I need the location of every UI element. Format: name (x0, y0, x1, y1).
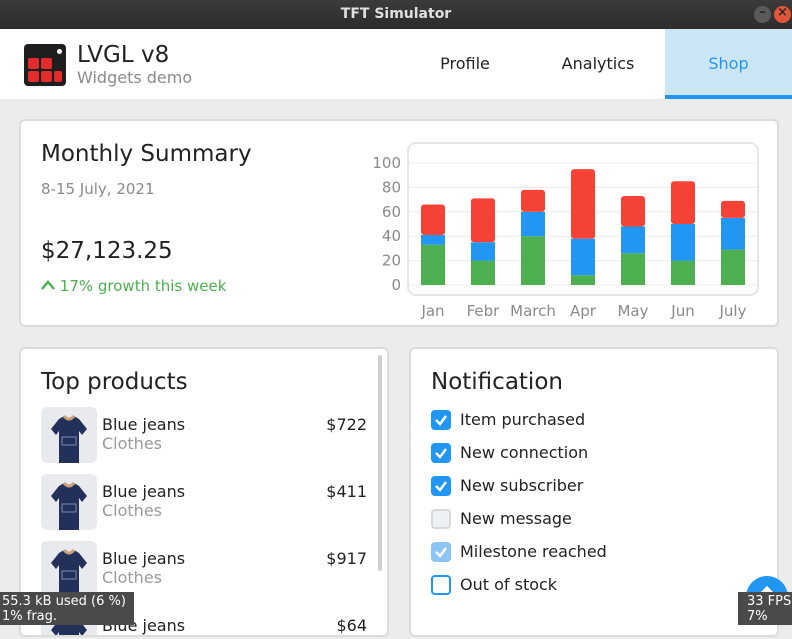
top-products-card: Top products Blue jeans Clothes $722 Blu… (19, 347, 389, 637)
y-tick-label: 60 (382, 203, 401, 221)
window-title: TFT Simulator (340, 6, 452, 22)
chart-bar-segment (421, 234, 445, 245)
close-button[interactable]: × (774, 5, 791, 23)
tab-profile[interactable]: Profile (440, 54, 490, 73)
product-name: Blue jeans (102, 482, 186, 501)
checkbox-label: Out of stock (460, 575, 558, 594)
top-products-title: Top products (41, 369, 188, 395)
x-tick-label: Jan (420, 302, 444, 320)
product-item[interactable]: Blue jeans Clothes $917 (41, 541, 371, 599)
fps-text: 33 FPS (747, 594, 792, 609)
chart-bar-segment (671, 224, 695, 261)
tab-analytics[interactable]: Analytics (561, 54, 635, 73)
x-tick-label: March (510, 302, 556, 320)
tshirt-thumbnail (41, 407, 97, 463)
monthly-summary-chart: 100 80 60 40 20 0 Jan Febr March Apr May Jun July (372, 142, 759, 320)
memory-used-text: 55.3 kB used (6 %) (2, 594, 126, 609)
summary-date-range: 8-15 July, 2021 (41, 180, 155, 198)
x-tick-label: Apr (570, 302, 597, 320)
cpu-text: 7% CPU (747, 609, 774, 639)
minimize-icon: – (759, 5, 766, 20)
product-category: Clothes (102, 434, 162, 453)
product-price: $917 (326, 549, 367, 568)
chart-bar-segment (721, 200, 745, 218)
minimize-button[interactable]: – (754, 5, 771, 23)
chart-bar-segment (521, 211, 545, 237)
growth-indicator: 17% growth this week (41, 277, 226, 295)
growth-text: 17% growth this week (59, 277, 227, 295)
product-price: $722 (326, 415, 367, 434)
monthly-summary-card: Monthly Summary 8-15 July, 2021 $27,123.… (19, 119, 779, 327)
x-tick-label: May (617, 302, 648, 320)
memory-monitor: 55.3 kB used (6 %) 1% frag. (0, 592, 134, 625)
chart-bar-segment (521, 236, 545, 285)
product-category: Clothes (102, 501, 162, 520)
product-price: $411 (326, 482, 367, 501)
chart-bar-segment (621, 226, 645, 254)
checkbox-checked-disabled-icon[interactable] (431, 542, 451, 562)
chart-bar-segment (571, 169, 595, 239)
y-tick-label: 20 (382, 252, 401, 270)
checkbox-label: New connection (460, 443, 589, 462)
checkbox-label: Item purchased (460, 410, 586, 429)
close-icon: × (777, 5, 788, 20)
app-subtitle: Widgets demo (77, 68, 193, 87)
chart-bar-segment (671, 260, 695, 285)
notification-title: Notification (431, 369, 563, 395)
chart-bar-segment (671, 181, 695, 224)
chart-bar-segment (721, 249, 745, 285)
summary-title: Monthly Summary (41, 141, 252, 167)
chart-bar-segment (471, 198, 495, 243)
chart-bar-segment (471, 242, 495, 261)
product-category: Clothes (102, 568, 162, 587)
chart-bar-segment (621, 253, 645, 285)
chart-bar-segment (421, 244, 445, 285)
checkbox-checked-icon[interactable] (431, 410, 451, 430)
checkbox-label: New subscriber (460, 476, 584, 495)
checkbox-checked-icon[interactable] (431, 476, 451, 496)
x-tick-label: Jun (670, 302, 694, 320)
checkbox-label: Milestone reached (460, 542, 607, 561)
chart-bar-segment (521, 189, 545, 212)
memory-frag-text: 1% frag. (2, 609, 58, 624)
chart-bar-segment (571, 238, 595, 276)
y-tick-label: 100 (372, 154, 401, 172)
chart-bar-segment (471, 260, 495, 285)
performance-monitor: 33 FPS 7% CPU (738, 592, 792, 639)
window-titlebar: TFT Simulator – × (0, 0, 792, 29)
checkbox-checked-icon[interactable] (431, 443, 451, 463)
tab-shop[interactable]: Shop (665, 29, 792, 99)
app-header: LVGL v8 Widgets demo Profile Analytics S… (0, 29, 792, 99)
chart-bar-segment (421, 204, 445, 235)
tshirt-thumbnail (41, 474, 97, 530)
app-title: LVGL v8 (77, 42, 170, 68)
notification-card: Notification Item purchased New connecti… (409, 347, 779, 637)
arrow-up-icon (41, 280, 55, 290)
chart-bar-segment (571, 275, 595, 285)
product-name: Blue jeans (102, 549, 186, 568)
x-tick-label: July (719, 302, 747, 320)
checkbox-unchecked-icon[interactable] (431, 575, 451, 595)
y-tick-label: 40 (382, 227, 401, 245)
product-name: Blue jeans (102, 415, 186, 434)
chart-bar-segment (621, 195, 645, 227)
y-tick-label: 0 (391, 276, 401, 294)
product-item[interactable]: Blue jeans Clothes $722 (41, 407, 371, 465)
product-item[interactable]: Blue jeans Clothes $411 (41, 474, 371, 532)
summary-amount: $27,123.25 (41, 238, 173, 264)
x-tick-label: Febr (467, 302, 501, 320)
y-tick-label: 80 (382, 178, 401, 196)
chart-bar-segment (721, 217, 745, 250)
products-scrollbar[interactable] (378, 355, 382, 571)
checkbox-unchecked-icon[interactable] (431, 509, 451, 529)
lvgl-logo-icon (24, 44, 66, 86)
product-price: $64 (336, 616, 367, 635)
checkbox-label: New message (460, 509, 572, 528)
tshirt-thumbnail (41, 541, 97, 597)
